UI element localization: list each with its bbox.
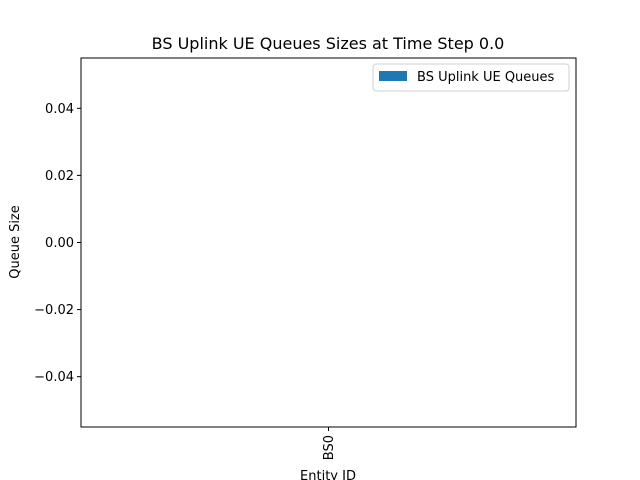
- y-tick-label: 0.02: [45, 169, 74, 184]
- plot-area: [80, 57, 577, 428]
- legend-frame: [372, 63, 570, 92]
- x-tick-label: BS0: [322, 435, 337, 460]
- y-axis-label: Queue Size: [8, 205, 23, 279]
- y-tick-label: −0.04: [34, 370, 74, 385]
- plot-frame: [80, 57, 577, 428]
- y-axis: −0.04 −0.02 0.00 0.02 0.04: [34, 102, 81, 385]
- chart-title: BS Uplink UE Queues Sizes at Time Step 0…: [152, 34, 505, 53]
- legend: BS Uplink UE Queues: [372, 63, 570, 92]
- x-axis-label: Entity ID: [300, 469, 356, 480]
- legend-entry-label: BS Uplink UE Queues: [417, 70, 555, 85]
- y-tick-label: 0.00: [45, 236, 74, 251]
- y-tick-label: −0.02: [34, 303, 74, 318]
- x-axis: BS0: [322, 427, 337, 460]
- legend-swatch: [379, 71, 407, 81]
- y-tick-label: 0.04: [45, 102, 74, 117]
